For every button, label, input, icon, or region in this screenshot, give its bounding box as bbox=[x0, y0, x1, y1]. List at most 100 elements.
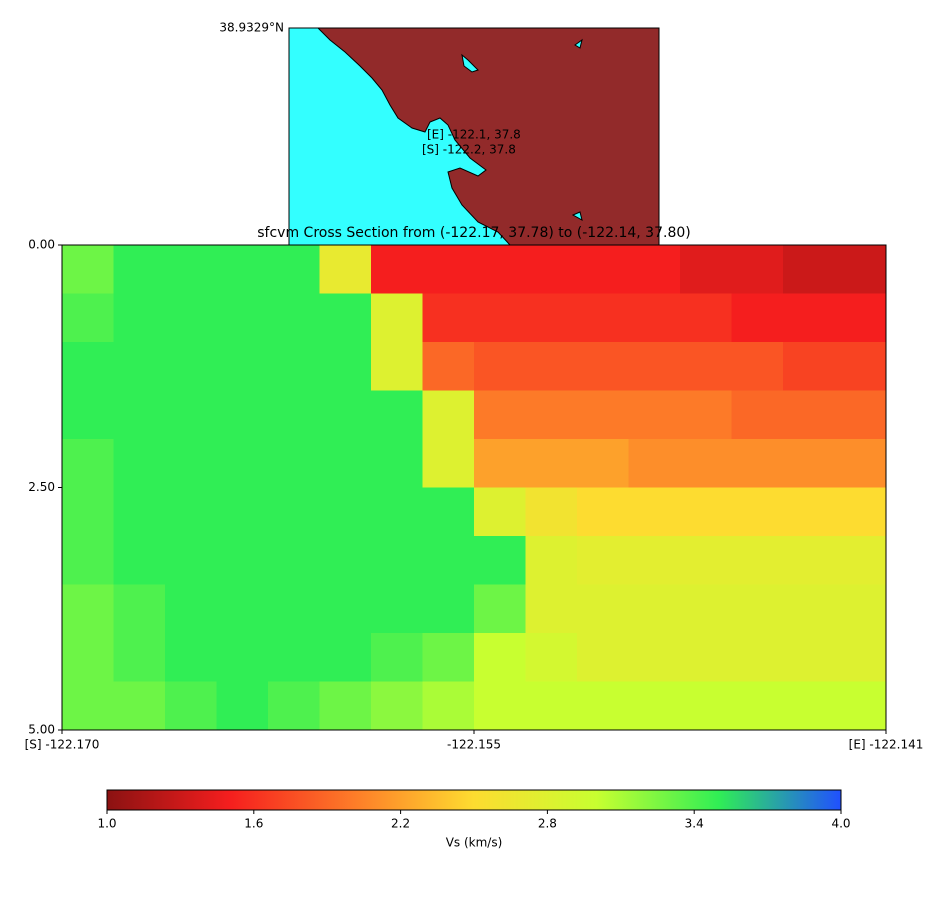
heatmap-cell bbox=[62, 487, 115, 537]
heatmap-cell bbox=[422, 439, 475, 489]
y-tick-label: 0.00 bbox=[28, 238, 55, 252]
heatmap-cell bbox=[62, 245, 115, 295]
heatmap-cell bbox=[422, 390, 475, 440]
heatmap-cell bbox=[62, 584, 115, 634]
heatmap-cell bbox=[680, 681, 733, 731]
heatmap-cell bbox=[783, 633, 836, 683]
plot: 0.00 2.50 5.00[S] -122.170 -122.155 [E] -122… bbox=[25, 238, 924, 752]
heatmap-cell bbox=[474, 245, 527, 295]
heatmap-cell bbox=[834, 584, 887, 634]
heatmap-cell bbox=[62, 536, 115, 586]
heatmap-cell bbox=[525, 439, 578, 489]
x-tick-label: [E] -122.141 bbox=[849, 738, 924, 752]
heatmap-cell bbox=[628, 245, 681, 295]
heatmap-cell bbox=[680, 487, 733, 537]
heatmap-cell bbox=[834, 439, 887, 489]
heatmap-cell bbox=[680, 245, 733, 295]
heatmap-cell bbox=[680, 536, 733, 586]
heatmap-cell bbox=[834, 536, 887, 586]
heatmap-cell bbox=[577, 487, 630, 537]
heatmap-cell bbox=[113, 245, 166, 295]
heatmap-cell bbox=[783, 439, 836, 489]
heatmap-cell bbox=[422, 584, 475, 634]
heatmap-cell bbox=[62, 342, 115, 392]
heatmap-cell bbox=[525, 633, 578, 683]
heatmap-cell bbox=[783, 390, 836, 440]
heatmap-cell bbox=[834, 390, 887, 440]
heatmap-cell bbox=[783, 293, 836, 343]
map-lake bbox=[574, 38, 583, 49]
heatmap-cell bbox=[165, 342, 218, 392]
heatmap-cell bbox=[628, 633, 681, 683]
heatmap-cell bbox=[216, 681, 269, 731]
heatmap-cell bbox=[113, 390, 166, 440]
heatmap-cell bbox=[422, 487, 475, 537]
heatmap-cell bbox=[216, 390, 269, 440]
heatmap-cell bbox=[731, 536, 784, 586]
map-lat-label: 38.9329°N bbox=[219, 21, 284, 35]
heatmap-cell bbox=[834, 293, 887, 343]
colorbar-label: Vs (km/s) bbox=[446, 836, 503, 850]
heatmap-cell bbox=[319, 536, 372, 586]
heatmap-cell bbox=[216, 584, 269, 634]
heatmap-cell bbox=[319, 681, 372, 731]
heatmap-cell bbox=[113, 536, 166, 586]
heatmap-cell bbox=[474, 487, 527, 537]
heatmap-cell bbox=[422, 633, 475, 683]
heatmap-cell bbox=[731, 342, 784, 392]
heatmap-cell bbox=[577, 342, 630, 392]
heatmap-cell bbox=[165, 584, 218, 634]
map-annotation: [S] -122.2, 37.8 bbox=[422, 143, 516, 157]
heatmap-cell bbox=[62, 681, 115, 731]
heatmap-cell bbox=[628, 536, 681, 586]
heatmap-cell bbox=[113, 487, 166, 537]
heatmap-cell bbox=[268, 342, 321, 392]
heatmap-cell bbox=[680, 293, 733, 343]
heatmap-cell bbox=[268, 293, 321, 343]
heatmap-cell bbox=[577, 681, 630, 731]
heatmap-cell bbox=[62, 390, 115, 440]
heatmap-cell bbox=[165, 293, 218, 343]
heatmap-cell bbox=[319, 245, 372, 295]
heatmap-cell bbox=[731, 487, 784, 537]
map-annotation: [E] -122.1, 37.8 bbox=[427, 128, 521, 142]
heatmap-cell bbox=[577, 245, 630, 295]
heatmap-cell bbox=[628, 584, 681, 634]
heatmap-cell bbox=[680, 439, 733, 489]
heatmap-cell bbox=[62, 439, 115, 489]
heatmap-cell bbox=[474, 536, 527, 586]
heatmap-cell bbox=[165, 536, 218, 586]
heatmap-cell bbox=[628, 681, 681, 731]
heatmap-cell bbox=[474, 342, 527, 392]
heatmap-cell bbox=[731, 390, 784, 440]
heatmap-cell bbox=[577, 536, 630, 586]
heatmap-cell bbox=[577, 584, 630, 634]
heatmap-cell bbox=[474, 390, 527, 440]
heatmap-cell bbox=[731, 584, 784, 634]
colorbar-tick-label: 1.0 bbox=[97, 817, 116, 831]
heatmap-cell bbox=[834, 633, 887, 683]
heatmap-cell bbox=[371, 342, 424, 392]
heatmap-cell bbox=[268, 245, 321, 295]
heatmap-cell bbox=[371, 390, 424, 440]
heatmap-cell bbox=[268, 390, 321, 440]
chart-title: sfcvm Cross Section from (-122.17, 37.78… bbox=[257, 225, 690, 241]
heatmap-cell bbox=[268, 536, 321, 586]
heatmap-cell bbox=[113, 584, 166, 634]
heatmap-cell bbox=[216, 293, 269, 343]
heatmap-cell bbox=[371, 293, 424, 343]
heatmap-cell bbox=[731, 293, 784, 343]
heatmap-cell bbox=[680, 584, 733, 634]
colorbar bbox=[106, 789, 842, 811]
heatmap-cell bbox=[113, 633, 166, 683]
heatmap-cell bbox=[319, 390, 372, 440]
heatmap-cell bbox=[319, 487, 372, 537]
heatmap-cell bbox=[474, 293, 527, 343]
x-tick-label: [S] -122.170 bbox=[25, 738, 100, 752]
map-inset: 38.9329°N [E] -122.1, 37.8 [S] -122.2, 3… bbox=[219, 21, 660, 246]
heatmap-cell bbox=[371, 245, 424, 295]
colorbar-tick-label: 1.6 bbox=[244, 817, 263, 831]
colorbar-tick-label: 2.2 bbox=[391, 817, 410, 831]
heatmap-cell bbox=[422, 342, 475, 392]
